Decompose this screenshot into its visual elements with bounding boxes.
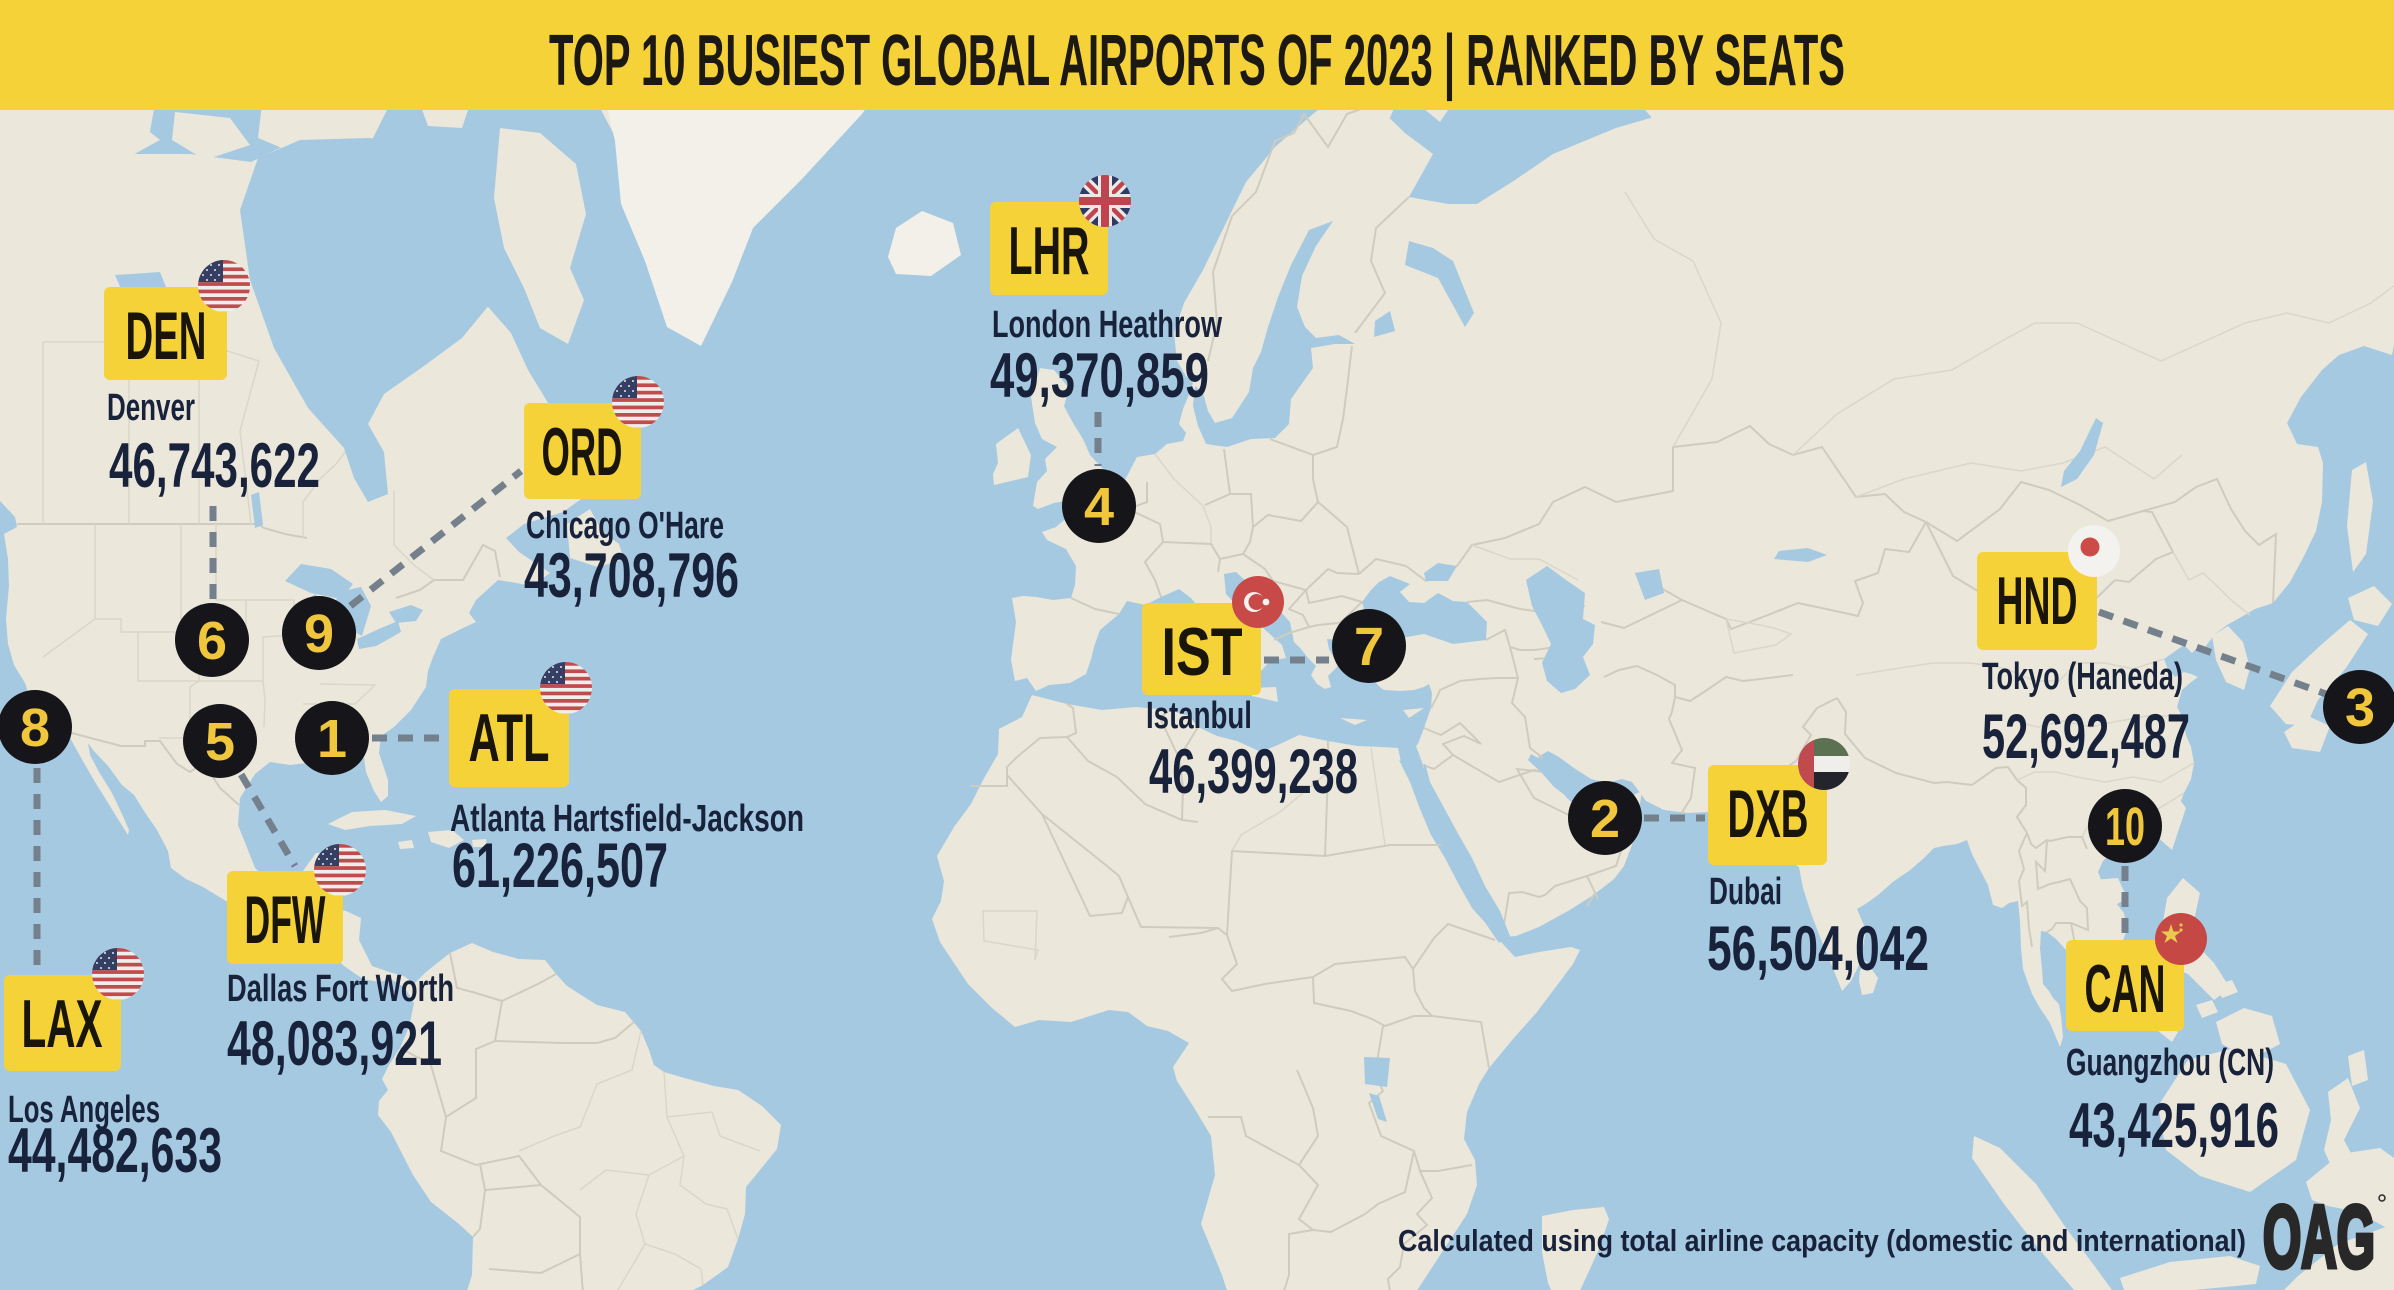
svg-text:Dubai: Dubai — [1709, 871, 1782, 913]
svg-text:9: 9 — [304, 604, 334, 664]
svg-text:Atlanta Hartsfield-Jackson: Atlanta Hartsfield-Jackson — [450, 798, 804, 840]
svg-text:6: 6 — [197, 611, 227, 671]
svg-text:Istanbul: Istanbul — [1146, 695, 1252, 737]
svg-text:5: 5 — [205, 712, 235, 772]
svg-text:Tokyo (Haneda): Tokyo (Haneda) — [1982, 656, 2183, 698]
svg-text:46,399,238: 46,399,238 — [1149, 737, 1358, 807]
svg-text:3: 3 — [2345, 678, 2375, 738]
svg-text:56,504,042: 56,504,042 — [1707, 914, 1929, 984]
svg-text:LHR: LHR — [1009, 213, 1090, 289]
svg-text:1: 1 — [317, 709, 347, 769]
svg-text:Los Angeles: Los Angeles — [8, 1089, 160, 1131]
svg-text:DXB: DXB — [1728, 776, 1809, 852]
svg-text:10: 10 — [2105, 797, 2145, 857]
svg-text:52,692,487: 52,692,487 — [1982, 702, 2190, 772]
svg-text:Denver: Denver — [107, 387, 195, 429]
svg-text:IST: IST — [1162, 614, 1243, 690]
svg-text:8: 8 — [20, 698, 50, 758]
svg-text:ORD: ORD — [542, 414, 623, 490]
svg-text:Guangzhou (CN): Guangzhou (CN) — [2066, 1042, 2274, 1084]
svg-text:49,370,859: 49,370,859 — [990, 341, 1209, 411]
svg-text:CAN: CAN — [2085, 951, 2166, 1027]
svg-text:4: 4 — [1084, 477, 1114, 537]
svg-text:61,226,507: 61,226,507 — [452, 831, 668, 901]
svg-text:44,482,633: 44,482,633 — [8, 1116, 222, 1186]
svg-text:London Heathrow: London Heathrow — [992, 304, 1222, 346]
svg-text:48,083,921: 48,083,921 — [227, 1009, 442, 1079]
svg-text:ATL: ATL — [469, 700, 550, 776]
svg-text:Chicago O'Hare: Chicago O'Hare — [526, 505, 724, 547]
svg-text:2: 2 — [1590, 789, 1620, 849]
svg-text:Calculated using total airline: Calculated using total airline capacity … — [1398, 1223, 2246, 1258]
svg-text:46,743,622: 46,743,622 — [109, 431, 320, 501]
svg-text:43,425,916: 43,425,916 — [2069, 1091, 2279, 1161]
svg-text:LAX: LAX — [22, 986, 103, 1062]
svg-text:DEN: DEN — [126, 298, 207, 374]
svg-text:Dallas Fort Worth: Dallas Fort Worth — [227, 968, 454, 1010]
svg-text:HND: HND — [1997, 563, 2078, 639]
svg-text:TOP 10 BUSIEST GLOBAL AIRPORTS: TOP 10 BUSIEST GLOBAL AIRPORTS OF 2023 |… — [549, 21, 1845, 101]
svg-text:7: 7 — [1354, 617, 1384, 677]
svg-text:DFW: DFW — [245, 882, 326, 958]
svg-text:43,708,796: 43,708,796 — [524, 541, 739, 611]
svg-text:OAG: OAG — [2263, 1187, 2375, 1286]
